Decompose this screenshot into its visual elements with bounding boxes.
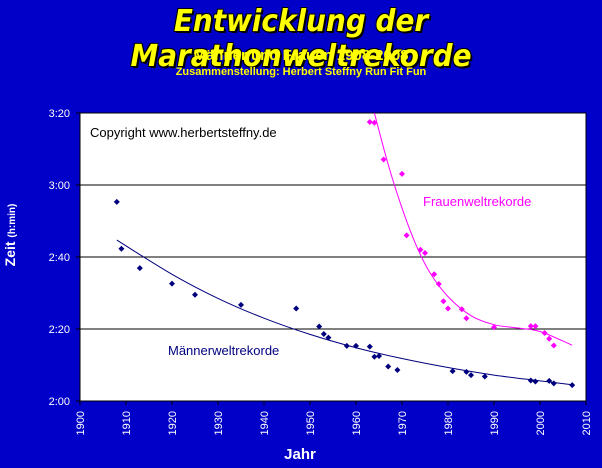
data-point bbox=[366, 343, 373, 350]
data-point bbox=[527, 377, 534, 384]
y-tick-labels: 2:00 2:20 2:40 3:00 3:20 bbox=[49, 108, 80, 408]
x-axis-label: Jahr bbox=[284, 446, 316, 463]
data-point bbox=[463, 368, 470, 375]
data-point bbox=[320, 331, 327, 338]
data-point bbox=[449, 368, 456, 375]
data-point bbox=[118, 245, 125, 252]
data-point bbox=[325, 334, 332, 341]
data-point bbox=[371, 119, 378, 126]
data-point bbox=[546, 335, 553, 342]
data-point bbox=[550, 342, 557, 349]
women-series-label: Frauenweltrekorde bbox=[423, 194, 531, 209]
x-tick-label: 1950 bbox=[305, 411, 317, 435]
x-tick-label: 2000 bbox=[535, 411, 547, 435]
data-point bbox=[399, 170, 405, 177]
x-tick-labels: 1900 1910 1920 1930 1940 1950 1960 1970 1980 1990… bbox=[75, 401, 593, 435]
data-point bbox=[458, 306, 465, 313]
data-point bbox=[541, 329, 548, 336]
data-point bbox=[380, 156, 387, 163]
data-point bbox=[366, 119, 373, 125]
y-tick-label: 2:40 bbox=[49, 252, 70, 264]
chart-credit: Zusammenstellung: Herbert Steffny Run Fi… bbox=[175, 66, 427, 78]
data-point bbox=[527, 323, 534, 330]
data-point bbox=[532, 323, 539, 330]
x-tick-label: 1900 bbox=[75, 411, 87, 435]
grid-lines bbox=[80, 184, 586, 330]
y-tick-label: 3:00 bbox=[49, 180, 70, 192]
x-tick-label: 2010 bbox=[581, 411, 593, 435]
data-point bbox=[169, 280, 175, 287]
data-point bbox=[376, 353, 382, 359]
data-point bbox=[463, 315, 470, 322]
data-point bbox=[532, 378, 539, 385]
data-point bbox=[371, 353, 378, 360]
data-point bbox=[550, 380, 557, 387]
x-tick-label: 1990 bbox=[489, 411, 501, 435]
chart-subtitle: Männer und Frauen 1908-2008 bbox=[193, 47, 409, 64]
x-tick-label: 1910 bbox=[121, 411, 133, 435]
trend-line bbox=[373, 112, 573, 346]
men-series-label: Männerweltrekorde bbox=[168, 343, 279, 358]
data-point bbox=[569, 382, 576, 389]
x-tick-label: 1960 bbox=[351, 411, 363, 435]
copyright-annotation: Copyright www.herbertsteffny.de bbox=[90, 125, 277, 140]
data-point bbox=[192, 291, 198, 298]
data-point bbox=[440, 298, 447, 305]
y-tick-label: 3:20 bbox=[49, 108, 70, 120]
series-0 bbox=[113, 198, 576, 389]
data-point bbox=[403, 232, 410, 239]
data-point bbox=[481, 373, 488, 380]
data-point bbox=[293, 305, 300, 312]
data-point bbox=[468, 372, 474, 379]
x-tick-label: 1980 bbox=[443, 411, 455, 435]
x-tick-label: 1920 bbox=[167, 411, 179, 435]
data-point bbox=[422, 250, 428, 257]
y-tick-label: 2:20 bbox=[49, 324, 70, 336]
y-tick-label: 2:00 bbox=[49, 396, 70, 408]
data-point bbox=[238, 301, 244, 308]
data-point bbox=[136, 265, 143, 272]
series-layer bbox=[113, 112, 576, 389]
data-point bbox=[353, 342, 359, 349]
x-tick-label: 1970 bbox=[397, 411, 409, 435]
x-tick-label: 1930 bbox=[213, 411, 225, 435]
x-tick-label: 1940 bbox=[259, 411, 271, 435]
series-1 bbox=[366, 112, 573, 349]
data-point bbox=[417, 246, 424, 253]
data-point bbox=[394, 367, 401, 374]
page-title: Entwicklung der Marathonweltrekorde bbox=[130, 4, 472, 74]
data-point bbox=[431, 271, 438, 278]
data-point bbox=[546, 377, 553, 384]
data-point bbox=[385, 363, 392, 370]
data-point bbox=[435, 281, 442, 287]
data-point bbox=[316, 323, 323, 330]
data-point bbox=[113, 198, 120, 205]
data-point bbox=[445, 305, 451, 312]
data-point bbox=[491, 324, 497, 331]
data-point bbox=[343, 342, 350, 349]
